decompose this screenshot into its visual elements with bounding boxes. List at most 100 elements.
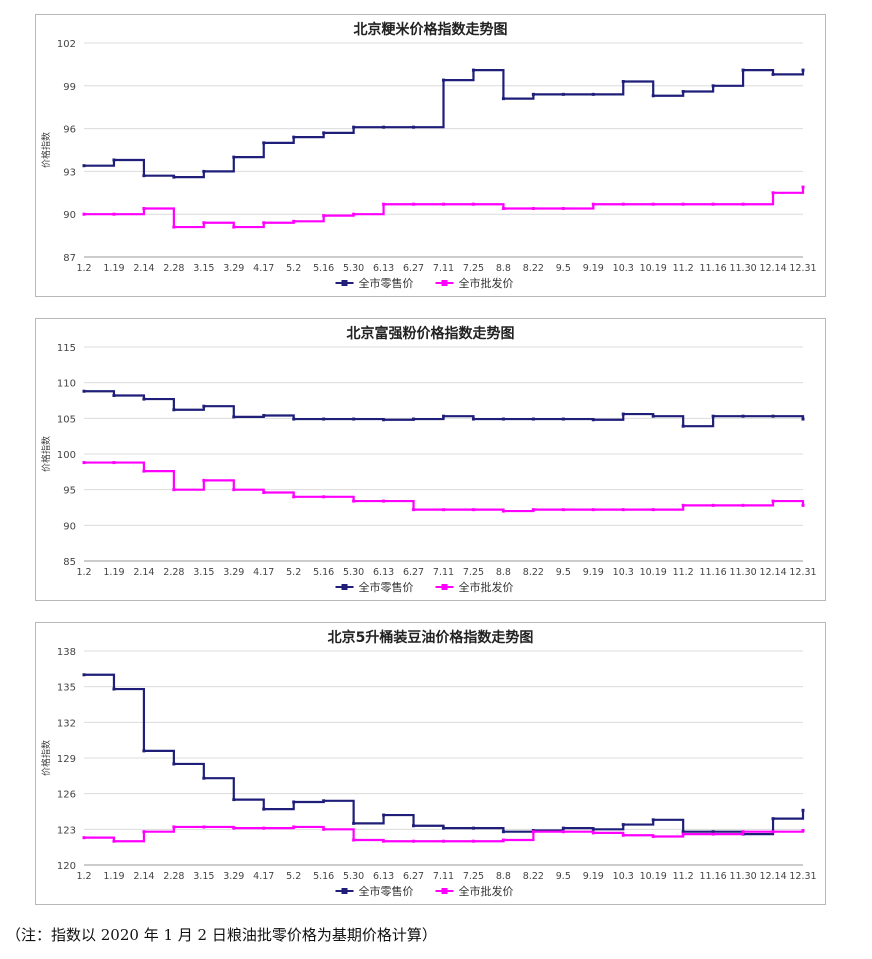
x-tick-label: 12.14: [759, 871, 786, 882]
data-point: [82, 836, 86, 840]
x-tick-label: 11.16: [700, 567, 727, 578]
x-tick-label: 5.16: [313, 567, 334, 578]
data-point: [741, 830, 745, 834]
data-point: [711, 414, 715, 418]
y-axis-label: 价格指数: [40, 132, 52, 168]
rice-price-index-chart: 北京粳米价格指数走势图 87 90 93 96 99 102 价格指数 1.2 1.19 2.14 2…: [35, 14, 826, 297]
y-tick-label: 138: [57, 647, 76, 658]
x-tick-label: 12.31: [789, 567, 816, 578]
x-tick-label: 7.25: [463, 567, 484, 578]
footnote: （注：指数以 2020 年 1 月 2 日粮油批零价格为基期价格计算）: [6, 926, 437, 944]
chart-svg: 北京5升桶装豆油价格指数走势图 120 123 126 129 132 135 138 价格指数…: [40, 629, 817, 898]
data-point: [202, 169, 206, 173]
data-point: [531, 417, 535, 421]
chart-title: 北京富强粉价格指数走势图: [347, 325, 515, 342]
data-point: [382, 418, 386, 422]
x-tick-label: 8.22: [523, 567, 544, 578]
data-point: [651, 414, 655, 418]
data-point: [322, 827, 326, 831]
x-tick-label: 11.30: [729, 567, 756, 578]
x-tick-label: 11.16: [700, 871, 727, 882]
data-point: [561, 206, 565, 210]
data-point: [621, 202, 625, 206]
x-tick-label: 3.29: [223, 871, 244, 882]
y-tick-label: 99: [63, 82, 76, 93]
data-point: [112, 212, 116, 216]
data-point: [711, 830, 715, 834]
legend-marker: [441, 888, 448, 894]
data-point: [442, 202, 445, 206]
data-point: [322, 417, 326, 421]
x-tick-label: 1.19: [103, 871, 124, 882]
x-tick-label: 7.25: [463, 871, 484, 882]
x-tick-label: 2.28: [163, 871, 184, 882]
data-point: [471, 417, 475, 421]
data-point: [352, 125, 356, 129]
data-point: [681, 202, 685, 206]
x-tick-label: 5.16: [313, 871, 334, 882]
y-tick-label: 110: [57, 379, 76, 390]
data-point: [292, 219, 296, 223]
x-tick-label: 8.22: [523, 871, 544, 882]
data-point: [142, 830, 146, 834]
data-point: [711, 84, 715, 88]
data-point: [412, 508, 416, 512]
data-point: [142, 174, 146, 178]
data-point: [292, 495, 296, 499]
x-tick-label: 10.19: [640, 871, 667, 882]
data-point: [112, 687, 116, 691]
y-tick-label: 95: [63, 486, 76, 497]
data-point: [801, 829, 805, 833]
x-tick-label: 2.14: [133, 871, 154, 882]
x-tick-label: 5.2: [286, 871, 301, 882]
data-point: [501, 509, 505, 513]
data-point: [442, 78, 445, 82]
data-point: [561, 417, 565, 421]
data-point: [741, 68, 745, 72]
x-tick-label: 12.14: [759, 567, 786, 578]
y-tick-label: 100: [57, 450, 76, 461]
x-tick-label: 5.30: [343, 263, 364, 274]
legend-marker: [441, 584, 448, 590]
data-point: [711, 832, 715, 836]
data-point: [771, 817, 775, 821]
data-point: [621, 833, 625, 837]
legend-marker: [441, 280, 448, 286]
x-tick-label: 3.29: [223, 263, 244, 274]
x-tick-label: 1.2: [76, 871, 91, 882]
data-point: [142, 749, 146, 753]
data-point: [232, 826, 236, 830]
x-tick-label: 12.31: [789, 871, 816, 882]
legend-label: 全市批发价: [459, 580, 514, 594]
x-tick-label: 3.15: [193, 263, 214, 274]
x-tick-label: 2.14: [133, 263, 154, 274]
legend-marker: [341, 280, 348, 286]
data-point: [741, 202, 745, 206]
data-point: [352, 821, 356, 825]
data-point: [561, 826, 565, 830]
data-point: [412, 125, 416, 129]
chart-title: 北京5升桶装豆油价格指数走势图: [328, 629, 534, 646]
data-point: [591, 92, 595, 96]
data-point: [801, 417, 805, 421]
data-point: [202, 404, 206, 408]
x-tick-label: 5.2: [286, 567, 301, 578]
data-point: [352, 499, 356, 503]
x-tick-label: 5.16: [313, 263, 334, 274]
data-point: [292, 825, 296, 829]
x-tick-label: 9.5: [556, 263, 571, 274]
data-point: [591, 827, 595, 831]
data-point: [501, 838, 505, 842]
y-tick-label: 115: [57, 343, 76, 354]
data-point: [172, 825, 176, 829]
data-point: [771, 830, 775, 834]
data-point: [651, 94, 655, 98]
x-tick-label: 2.28: [163, 567, 184, 578]
x-tick-label: 3.15: [193, 871, 214, 882]
data-point: [262, 807, 266, 811]
data-point: [82, 389, 86, 393]
x-tick-label: 11.30: [729, 263, 756, 274]
series-line-retail: [84, 390, 805, 428]
y-tick-label: 105: [57, 414, 76, 425]
data-point: [651, 508, 655, 512]
